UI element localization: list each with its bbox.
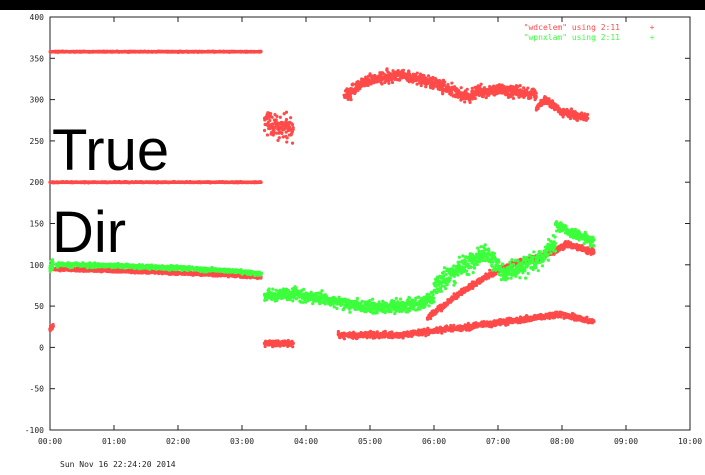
data-point bbox=[390, 80, 395, 85]
data-point bbox=[385, 67, 389, 71]
data-point bbox=[291, 127, 295, 131]
data-point bbox=[290, 141, 295, 145]
data-point bbox=[262, 128, 267, 133]
data-point bbox=[585, 315, 589, 319]
y-tick-label: 50 bbox=[34, 302, 44, 311]
data-point bbox=[450, 81, 454, 85]
data-point bbox=[415, 71, 419, 75]
data-point bbox=[518, 84, 522, 88]
data-point bbox=[272, 130, 276, 135]
axes: -100 -50 0 50 100 150 200 250 300 350 400 00:00 01:0… bbox=[25, 13, 702, 446]
data-point bbox=[285, 136, 289, 140]
data-point bbox=[586, 112, 590, 117]
y-tick-label: -100 bbox=[25, 426, 44, 435]
data-point bbox=[380, 82, 384, 86]
y-tick-label: -50 bbox=[30, 385, 45, 394]
data-point bbox=[465, 87, 469, 91]
data-point bbox=[534, 94, 538, 98]
data-point bbox=[280, 131, 284, 135]
data-point bbox=[277, 136, 281, 140]
data-point bbox=[285, 140, 289, 144]
x-tick-label: 07:00 bbox=[486, 437, 510, 446]
data-point bbox=[443, 80, 447, 84]
x-tick-label: 09:00 bbox=[614, 437, 638, 446]
data-point bbox=[592, 319, 596, 323]
y-tick-label: 250 bbox=[30, 137, 45, 146]
data-point bbox=[265, 133, 270, 137]
data-point bbox=[459, 86, 463, 90]
chart-frame: -100 -50 0 50 100 150 200 250 300 350 400 00:00 01:0… bbox=[0, 10, 705, 475]
data-point bbox=[586, 116, 590, 120]
data-point bbox=[452, 323, 456, 327]
data-point bbox=[479, 82, 483, 86]
data-point bbox=[259, 49, 263, 54]
data-point bbox=[269, 111, 273, 116]
y-tick-label: 0 bbox=[39, 343, 44, 352]
y-tick-label: 150 bbox=[30, 220, 45, 229]
y-tick-label: 400 bbox=[30, 13, 45, 22]
data-point bbox=[526, 86, 530, 90]
data-point bbox=[351, 82, 355, 86]
x-tick-label: 08:00 bbox=[550, 437, 574, 446]
data-point bbox=[291, 341, 295, 345]
data-point bbox=[259, 180, 263, 184]
data-point bbox=[51, 324, 55, 328]
series-layer bbox=[48, 49, 596, 349]
data-point bbox=[275, 114, 279, 118]
data-point bbox=[575, 118, 580, 122]
data-point bbox=[511, 96, 516, 100]
data-point bbox=[473, 96, 477, 101]
x-tick-label: 00:00 bbox=[38, 437, 62, 446]
data-point bbox=[568, 116, 573, 121]
data-point bbox=[401, 68, 406, 72]
data-point bbox=[284, 117, 289, 122]
x-tick-label: 06:00 bbox=[422, 437, 446, 446]
y-tick-label: 200 bbox=[30, 178, 45, 187]
x-tick-label: 02:00 bbox=[166, 437, 190, 446]
x-tick-label: 03:00 bbox=[230, 437, 254, 446]
y-tick-label: 100 bbox=[30, 261, 45, 270]
x-tick-label: 05:00 bbox=[358, 437, 382, 446]
y-tick-label: 350 bbox=[30, 54, 45, 63]
data-point bbox=[268, 118, 272, 123]
y-tick-label: 300 bbox=[30, 96, 45, 105]
data-point bbox=[278, 115, 282, 119]
data-point bbox=[529, 96, 533, 100]
data-point bbox=[342, 337, 346, 341]
scatter-plot: -100 -50 0 50 100 150 200 250 300 350 400 00:00 01:0… bbox=[25, 13, 702, 469]
data-point bbox=[290, 123, 295, 127]
data-point bbox=[429, 316, 433, 321]
data-point bbox=[569, 107, 574, 111]
data-point bbox=[349, 98, 353, 102]
data-point bbox=[463, 100, 467, 104]
data-point bbox=[284, 110, 289, 114]
data-point bbox=[419, 83, 423, 88]
data-point bbox=[534, 91, 538, 95]
data-point bbox=[270, 115, 274, 119]
data-point bbox=[291, 345, 295, 349]
x-tick-label: 04:00 bbox=[294, 437, 318, 446]
data-point bbox=[450, 90, 454, 95]
data-point bbox=[468, 100, 472, 104]
data-point bbox=[353, 90, 357, 94]
data-point bbox=[387, 81, 391, 85]
data-point bbox=[274, 118, 278, 122]
data-point bbox=[289, 116, 293, 120]
data-point bbox=[470, 86, 474, 90]
x-tick-label: 10:00 bbox=[678, 437, 702, 446]
x-tick-label: 01:00 bbox=[102, 437, 126, 446]
